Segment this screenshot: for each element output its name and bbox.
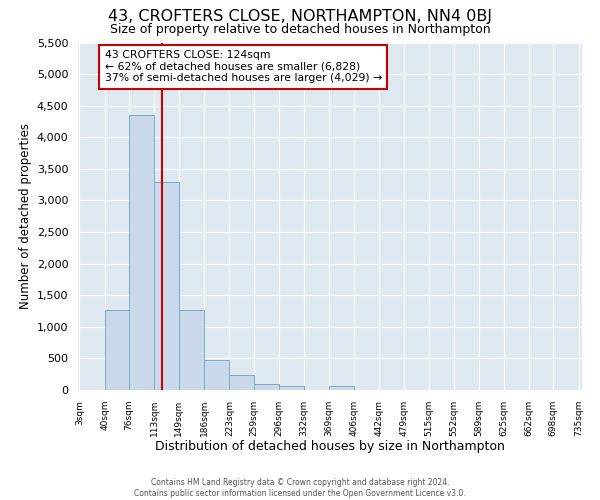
Bar [179,310,204,390]
X-axis label: Distribution of detached houses by size in Northampton: Distribution of detached houses by size … [155,440,505,454]
Bar [279,386,304,390]
Y-axis label: Number of detached properties: Number of detached properties [19,123,32,309]
Text: 43 CROFTERS CLOSE: 124sqm
← 62% of detached houses are smaller (6,828)
37% of se: 43 CROFTERS CLOSE: 124sqm ← 62% of detac… [104,50,382,84]
Text: Size of property relative to detached houses in Northampton: Size of property relative to detached ho… [110,22,490,36]
Bar [154,182,179,390]
Bar [254,384,279,390]
Text: 43, CROFTERS CLOSE, NORTHAMPTON, NN4 0BJ: 43, CROFTERS CLOSE, NORTHAMPTON, NN4 0BJ [108,9,492,24]
Bar [104,310,129,390]
Bar [204,360,229,390]
Bar [329,386,354,390]
Bar [129,115,154,390]
Text: Contains HM Land Registry data © Crown copyright and database right 2024.
Contai: Contains HM Land Registry data © Crown c… [134,478,466,498]
Bar [229,376,254,390]
